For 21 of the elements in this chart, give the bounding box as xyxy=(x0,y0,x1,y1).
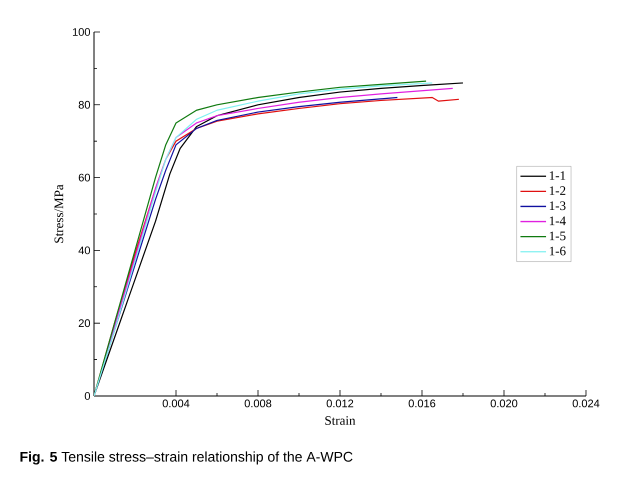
y-tick-label: 0 xyxy=(84,392,90,400)
x-tick-label: 0.016 xyxy=(408,400,436,408)
x-axis-title: Strain xyxy=(325,416,356,425)
y-axis-title: Stress/MPa xyxy=(54,184,64,243)
legend-label: 1-1 xyxy=(550,171,566,180)
x-tick-label: 0.020 xyxy=(490,400,518,408)
legend-label: 1-4 xyxy=(550,216,566,226)
legend-label: 1-3 xyxy=(550,201,566,210)
y-tick-label: 20 xyxy=(78,319,90,328)
y-tick-label: 60 xyxy=(78,174,90,182)
y-tick-label: 40 xyxy=(78,246,90,254)
y-tick-label: 100 xyxy=(72,28,90,36)
x-tick-label: 0.004 xyxy=(162,400,190,408)
legend-label: 1-6 xyxy=(550,246,566,256)
text: Fig. 5 Tensile stress–strain relationship of the A-WPC xyxy=(20,451,352,465)
legend-label: 1-5 xyxy=(550,232,566,240)
x-tick-label: 0.008 xyxy=(244,400,272,408)
legend-label: 1-2 xyxy=(550,186,566,195)
x-tick-label: 0.012 xyxy=(326,400,354,408)
x-tick-label: 0.024 xyxy=(572,400,600,408)
y-tick-label: 80 xyxy=(78,100,90,109)
